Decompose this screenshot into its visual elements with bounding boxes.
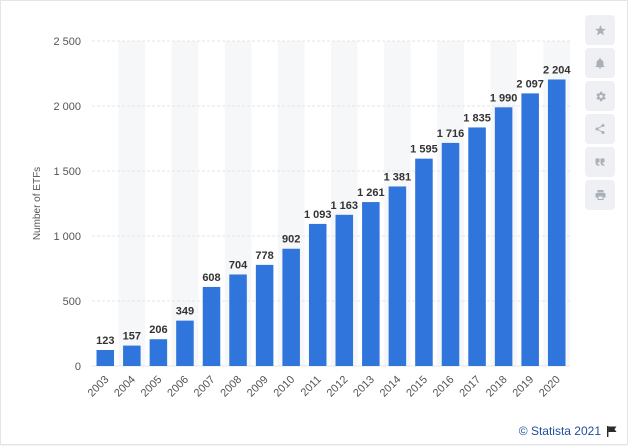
x-tick-label: 2008 xyxy=(218,374,244,400)
column-band xyxy=(118,41,146,366)
data-label: 704 xyxy=(229,259,248,271)
bar xyxy=(521,93,539,366)
share-icon[interactable] xyxy=(585,114,615,144)
y-tick-label: 1 500 xyxy=(53,166,81,178)
x-tick-label: 2005 xyxy=(139,374,165,400)
chart-toolbar xyxy=(585,15,615,210)
bar xyxy=(468,127,486,366)
data-label: 1 163 xyxy=(331,200,359,212)
bar xyxy=(202,286,221,366)
data-label: 1 835 xyxy=(463,112,491,124)
x-tick-label: 2020 xyxy=(537,374,563,400)
bar xyxy=(229,274,247,366)
x-tick-label: 2013 xyxy=(351,374,377,400)
star-icon[interactable] xyxy=(585,15,615,45)
y-tick-label: 1 000 xyxy=(53,231,81,243)
bar xyxy=(176,320,194,366)
x-tick-label: 2010 xyxy=(271,374,297,400)
bar xyxy=(335,214,354,366)
x-tick-label: 2009 xyxy=(245,374,271,400)
data-label: 123 xyxy=(96,335,114,347)
data-label: 902 xyxy=(282,234,300,246)
data-label: 1 381 xyxy=(384,171,412,183)
bar xyxy=(123,345,141,366)
quote-icon[interactable] xyxy=(585,147,615,177)
y-tick-label: 500 xyxy=(63,296,81,308)
bar xyxy=(415,158,433,366)
bar xyxy=(362,202,380,366)
x-tick-label: 2016 xyxy=(431,374,457,400)
x-tick-label: 2012 xyxy=(325,374,351,400)
bell-icon[interactable] xyxy=(585,48,615,78)
y-axis-title: Number of ETFs xyxy=(32,167,43,240)
bar xyxy=(149,339,168,366)
credit-text[interactable]: © Statista 2021 xyxy=(518,424,601,438)
x-tick-label: 2017 xyxy=(457,374,483,400)
bar xyxy=(441,142,460,366)
data-label: 157 xyxy=(123,331,141,343)
data-label: 1 261 xyxy=(357,187,385,199)
bar xyxy=(388,186,407,366)
data-label: 2 204 xyxy=(543,64,571,76)
x-tick-label: 2015 xyxy=(404,374,430,400)
data-label: 206 xyxy=(149,324,167,336)
x-tick-label: 2018 xyxy=(484,374,510,400)
x-tick-label: 2011 xyxy=(299,374,324,399)
bar xyxy=(255,264,274,366)
data-label: 1 990 xyxy=(490,92,518,104)
x-tick-label: 2007 xyxy=(192,374,218,400)
data-label: 1 595 xyxy=(410,144,438,156)
data-label: 1 716 xyxy=(437,128,465,140)
x-tick-label: 2019 xyxy=(510,374,536,400)
print-icon[interactable] xyxy=(585,180,615,210)
data-label: 2 097 xyxy=(516,78,544,90)
data-label: 349 xyxy=(176,306,194,318)
bar xyxy=(547,79,566,366)
y-tick-label: 2 500 xyxy=(53,36,81,48)
gear-icon[interactable] xyxy=(585,81,615,111)
statista-credit[interactable]: © Statista 2021 xyxy=(519,424,617,438)
x-tick-label: 2014 xyxy=(378,374,404,400)
flag-icon[interactable] xyxy=(607,425,617,437)
x-tick-label: 2003 xyxy=(86,374,112,400)
column-band xyxy=(171,41,199,366)
bar xyxy=(282,248,300,366)
x-tick-label: 2006 xyxy=(165,374,191,400)
bar xyxy=(494,107,513,367)
x-tick-label: 2004 xyxy=(112,374,138,400)
bar xyxy=(96,350,115,366)
y-tick-label: 2 000 xyxy=(53,101,81,113)
data-label: 1 093 xyxy=(304,209,332,221)
data-label: 778 xyxy=(255,250,273,262)
data-label: 608 xyxy=(202,272,220,284)
y-tick-label: 0 xyxy=(75,361,81,373)
bar xyxy=(308,223,327,366)
